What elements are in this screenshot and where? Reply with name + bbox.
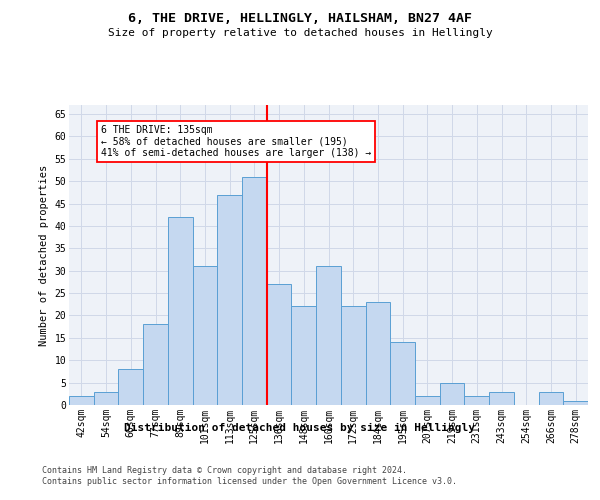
Bar	[415, 396, 440, 405]
Text: Size of property relative to detached houses in Hellingly: Size of property relative to detached ho…	[107, 28, 493, 38]
Text: Contains HM Land Registry data © Crown copyright and database right 2024.: Contains HM Land Registry data © Crown c…	[42, 466, 407, 475]
Bar	[217, 194, 242, 405]
Bar	[94, 392, 118, 405]
Text: 6 THE DRIVE: 135sqm
← 58% of detached houses are smaller (195)
41% of semi-detac: 6 THE DRIVE: 135sqm ← 58% of detached ho…	[101, 125, 371, 158]
Text: Contains public sector information licensed under the Open Government Licence v3: Contains public sector information licen…	[42, 478, 457, 486]
Bar	[193, 266, 217, 405]
Bar	[267, 284, 292, 405]
Text: Distribution of detached houses by size in Hellingly: Distribution of detached houses by size …	[125, 422, 476, 432]
Bar	[292, 306, 316, 405]
Text: 6, THE DRIVE, HELLINGLY, HAILSHAM, BN27 4AF: 6, THE DRIVE, HELLINGLY, HAILSHAM, BN27 …	[128, 12, 472, 26]
Bar	[69, 396, 94, 405]
Bar	[489, 392, 514, 405]
Bar	[242, 176, 267, 405]
Bar	[390, 342, 415, 405]
Bar	[440, 382, 464, 405]
Bar	[563, 400, 588, 405]
Bar	[539, 392, 563, 405]
Y-axis label: Number of detached properties: Number of detached properties	[39, 164, 49, 346]
Bar	[316, 266, 341, 405]
Bar	[464, 396, 489, 405]
Bar	[341, 306, 365, 405]
Bar	[118, 369, 143, 405]
Bar	[168, 217, 193, 405]
Bar	[143, 324, 168, 405]
Bar	[365, 302, 390, 405]
